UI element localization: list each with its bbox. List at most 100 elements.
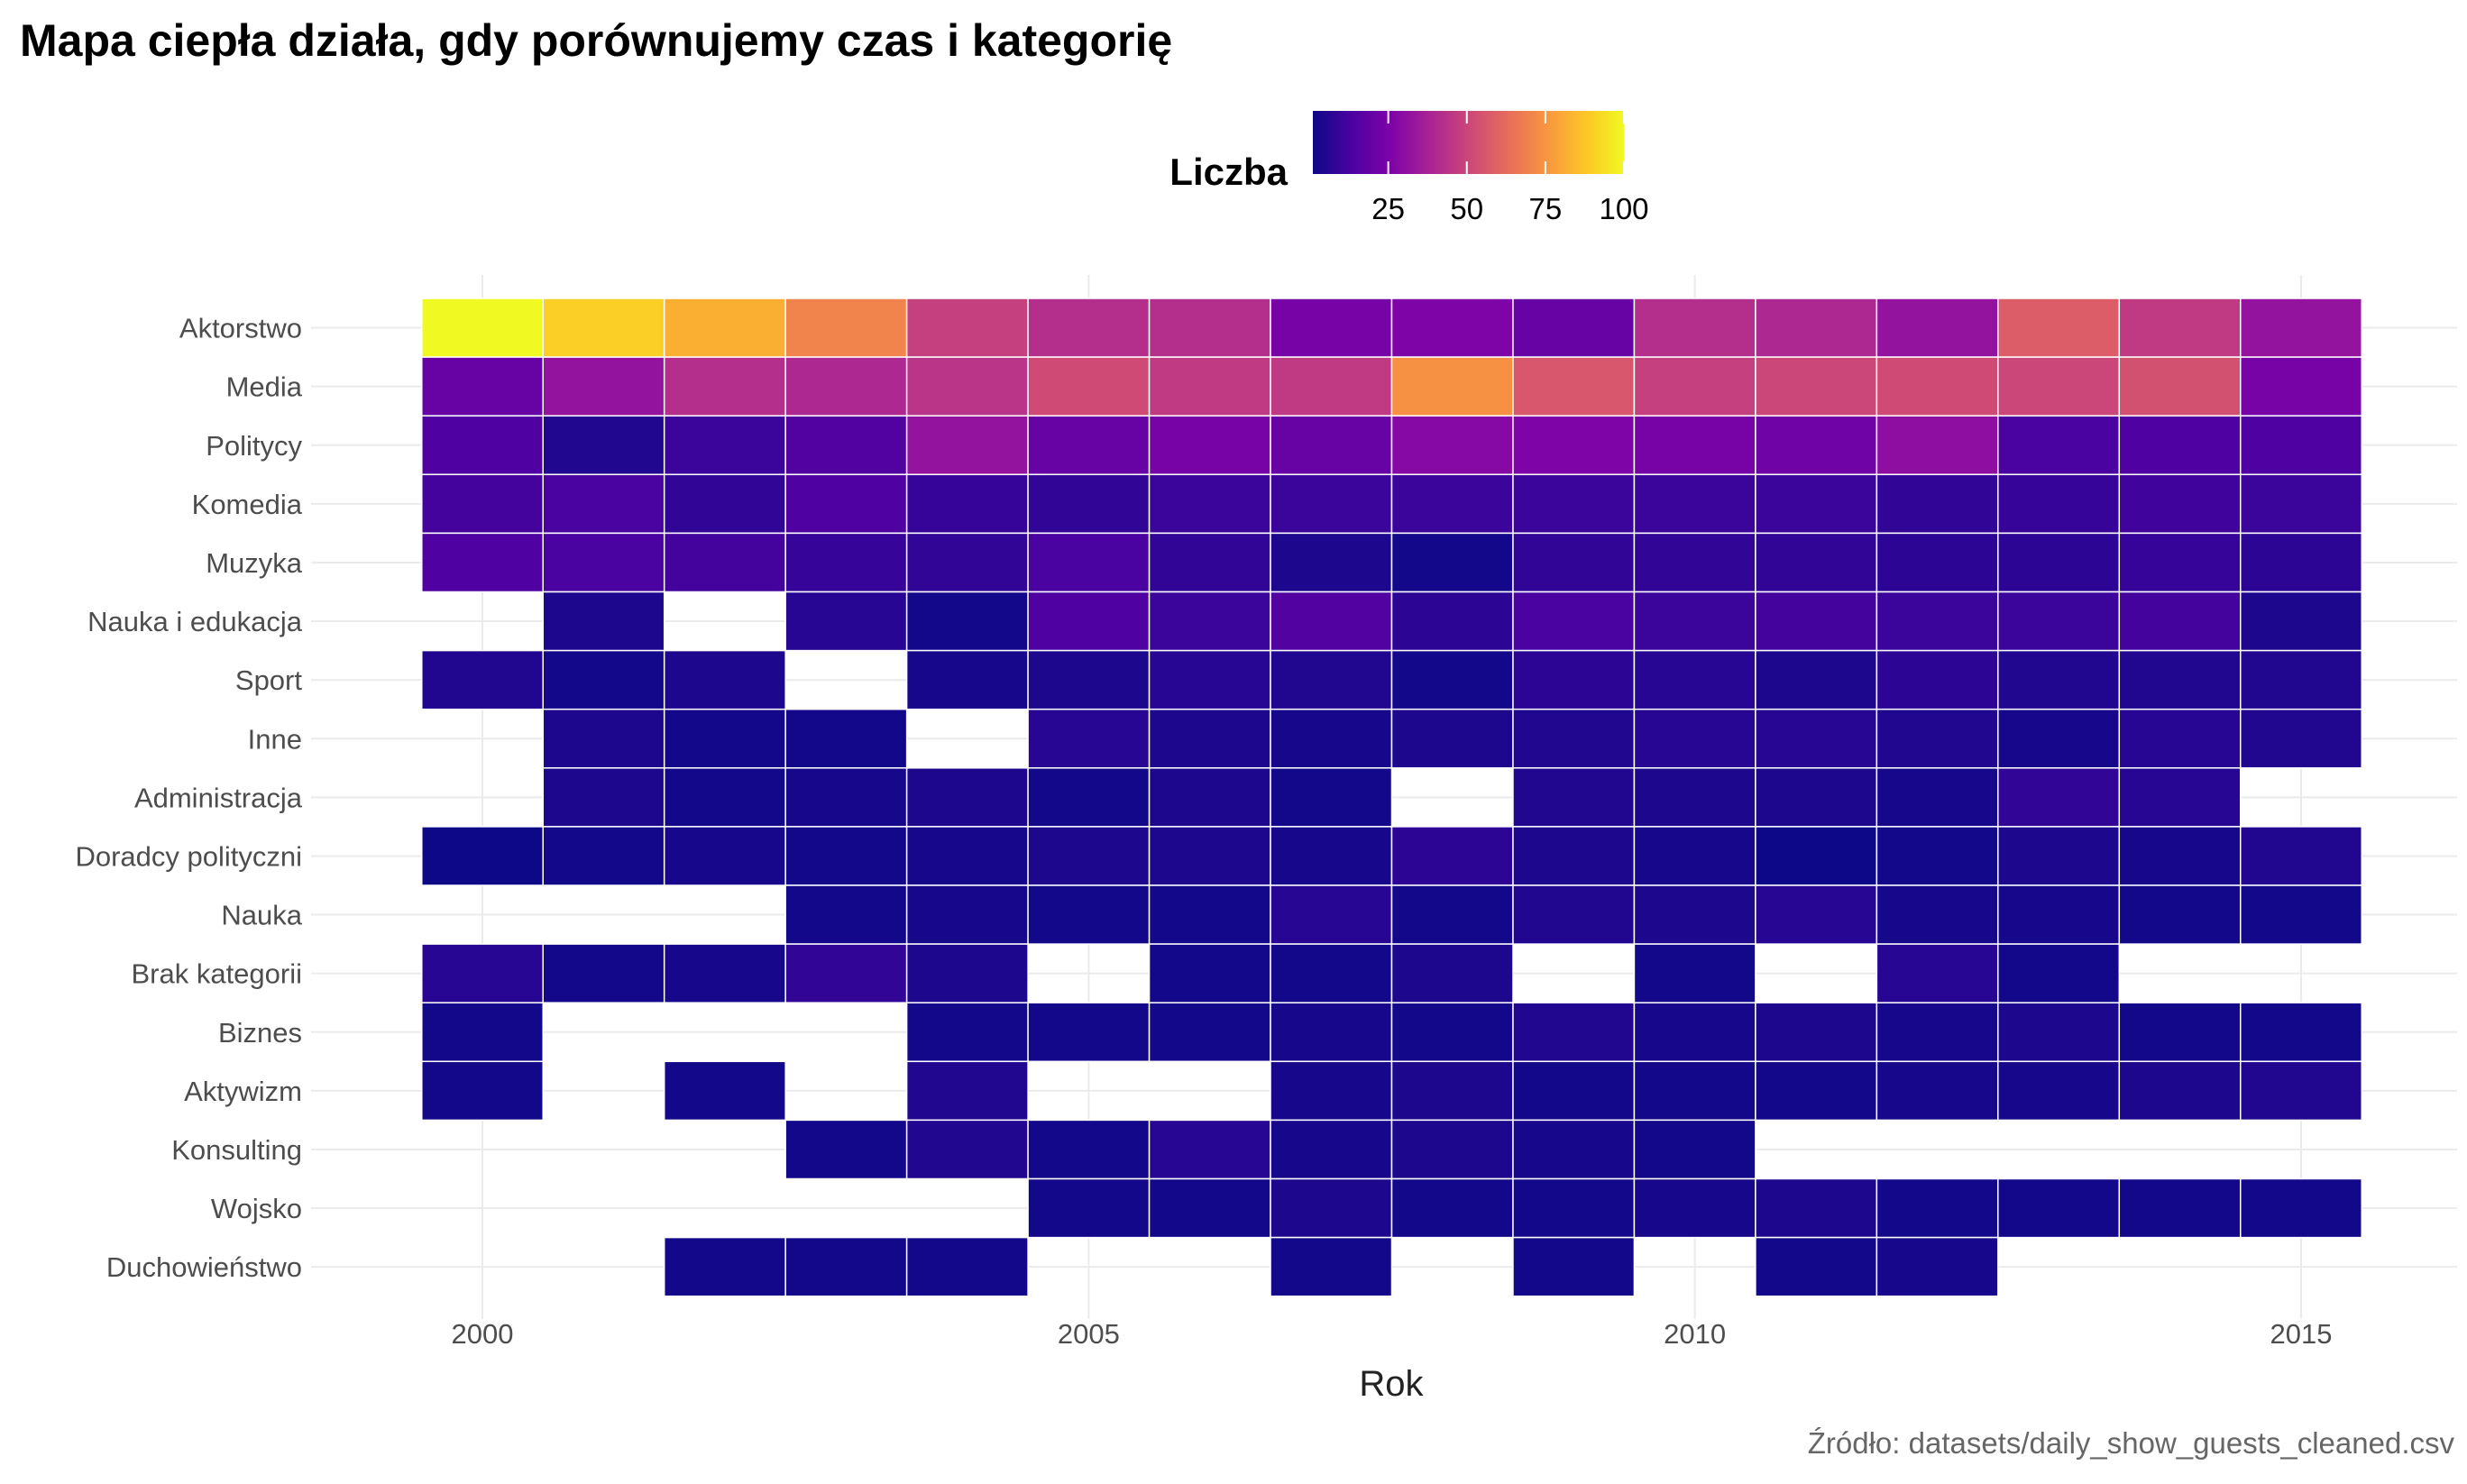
legend-tick-label: 75 xyxy=(1529,192,1563,225)
heatmap-cell xyxy=(1270,1119,1393,1180)
heatmap-cell xyxy=(1270,708,1393,769)
heatmap-cell xyxy=(1875,943,1999,1003)
heatmap-cell xyxy=(1512,1177,1636,1239)
heatmap-cell xyxy=(1997,826,2121,886)
heatmap-cell xyxy=(905,767,1029,828)
heatmap-cell xyxy=(784,884,908,945)
legend-tick-label: 25 xyxy=(1371,192,1405,225)
heatmap-cell xyxy=(1633,298,1756,358)
heatmap-cell xyxy=(1633,1060,1756,1122)
heatmap-cell xyxy=(421,943,544,1003)
heatmap-cell xyxy=(1027,356,1151,417)
heatmap-cell xyxy=(1148,826,1271,886)
heatmap-cell xyxy=(1390,1177,1514,1239)
heatmap-cell xyxy=(1997,1060,2121,1122)
heatmap-cell xyxy=(905,473,1029,535)
heatmap-cell xyxy=(1390,591,1514,652)
heatmap-cell xyxy=(1755,473,1878,535)
heatmap-cell xyxy=(663,473,786,535)
heatmap-cell xyxy=(1997,1177,2121,1239)
heatmap-cell xyxy=(1512,532,1636,593)
heatmap-cell xyxy=(784,532,908,593)
heatmap-cell xyxy=(542,298,665,358)
heatmap-cell xyxy=(2240,415,2362,476)
heatmap-cell xyxy=(1027,415,1151,476)
heatmap-cell xyxy=(784,943,908,1003)
heatmap-cell xyxy=(905,1060,1029,1122)
heatmap-cell xyxy=(1512,298,1636,358)
heatmap-cell xyxy=(1148,298,1271,358)
heatmap-cell xyxy=(421,1060,544,1122)
chart-title: Mapa ciepła działa, gdy porównujemy czas… xyxy=(20,15,1172,66)
heatmap-cell xyxy=(905,532,1029,593)
heatmap-cell xyxy=(663,415,786,476)
heatmap-cell xyxy=(1512,415,1636,476)
heatmap-cell xyxy=(905,1002,1029,1063)
heatmap-cell xyxy=(1875,415,1999,476)
heatmap-cell xyxy=(1390,1119,1514,1180)
heatmap-cell xyxy=(2118,298,2242,358)
heatmap-cell xyxy=(1997,943,2121,1003)
y-tick-label: Muzyka xyxy=(206,547,303,579)
heatmap-cell xyxy=(2240,532,2362,593)
heatmap-cell xyxy=(1270,1002,1393,1063)
heatmap-cell xyxy=(1512,708,1636,769)
y-tick-label: Media xyxy=(226,371,303,403)
heatmap-cell xyxy=(421,649,544,710)
heatmap-cell xyxy=(1875,1236,1999,1297)
heatmap-cell xyxy=(2118,1177,2242,1239)
heatmap-cell xyxy=(1633,356,1756,417)
heatmap-cell xyxy=(1997,473,2121,535)
heatmap-cell xyxy=(905,649,1029,710)
heatmap-cell xyxy=(1512,1002,1636,1063)
heatmap-cell xyxy=(905,415,1029,476)
heatmap-cell xyxy=(1512,649,1636,710)
heatmap-cell xyxy=(663,708,786,769)
y-tick-label: Aktywizm xyxy=(184,1076,302,1107)
heatmap-cell xyxy=(663,649,786,710)
heatmap-cell xyxy=(1875,884,1999,945)
heatmap-cell xyxy=(905,1119,1029,1180)
heatmap-cell xyxy=(1390,473,1514,535)
heatmap-cell xyxy=(1633,708,1756,769)
heatmap-cell xyxy=(542,356,665,417)
heatmap-cell xyxy=(1512,1119,1636,1180)
legend-tick-label: 50 xyxy=(1450,192,1483,225)
heatmap-cell xyxy=(1148,356,1271,417)
heatmap-cell xyxy=(1755,1060,1878,1122)
heatmap-cell xyxy=(1875,473,1999,535)
legend-colorbar xyxy=(1313,111,1624,174)
heatmap-cell xyxy=(784,708,908,769)
y-tick-label: Doradcy polityczni xyxy=(75,840,302,872)
heatmap-cell xyxy=(2240,708,2362,769)
heatmap-cell xyxy=(1755,591,1878,652)
heatmap-cell xyxy=(663,1060,786,1122)
heatmap-cell xyxy=(542,826,665,886)
heatmap-cell xyxy=(1027,649,1151,710)
y-tick-label: Brak kategorii xyxy=(131,958,302,990)
heatmap-cell xyxy=(2240,1002,2362,1063)
heatmap-cell xyxy=(905,943,1029,1003)
heatmap-cell xyxy=(905,826,1029,886)
y-tick-label: Inne xyxy=(248,723,302,755)
heatmap-cell xyxy=(1027,1119,1151,1180)
heatmap-cell xyxy=(784,767,908,828)
heatmap-cell xyxy=(1148,591,1271,652)
legend-tick-label: 100 xyxy=(1599,192,1648,225)
heatmap-cell xyxy=(1390,415,1514,476)
heatmap-cell xyxy=(1512,1236,1636,1297)
heatmap-cell xyxy=(1270,943,1393,1003)
heatmap-cell xyxy=(1633,591,1756,652)
y-tick-label: Nauka xyxy=(221,900,302,931)
heatmap-cell xyxy=(663,1236,786,1297)
heatmap-cell xyxy=(663,767,786,828)
heatmap-cell xyxy=(1512,591,1636,652)
heatmap-cell xyxy=(1027,532,1151,593)
heatmap-cell xyxy=(1997,884,2121,945)
heatmap-cell xyxy=(1027,298,1151,358)
heatmap-cell xyxy=(1997,1002,2121,1063)
y-tick-label: Sport xyxy=(235,664,302,696)
heatmap-cell xyxy=(2118,708,2242,769)
heatmap-cell xyxy=(784,415,908,476)
heatmap-cell xyxy=(421,1002,544,1063)
